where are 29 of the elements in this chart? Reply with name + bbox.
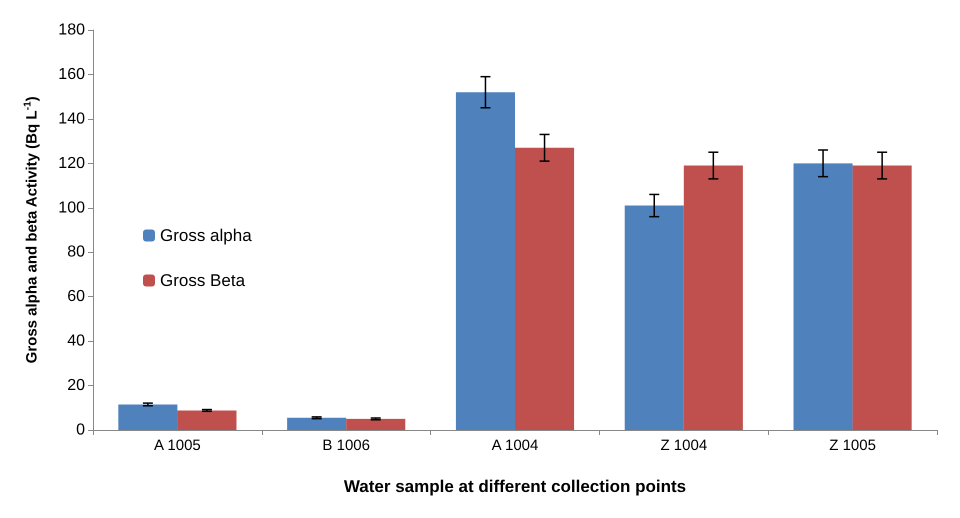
bar: [346, 418, 406, 430]
legend-label: Gross Beta: [160, 271, 246, 290]
bar: [852, 166, 912, 430]
y-tick-label: 120: [58, 154, 86, 172]
y-tick-label: 80: [67, 244, 86, 261]
y-tick-label: 20: [67, 377, 86, 394]
bar: [624, 206, 684, 430]
y-tick-label: 100: [58, 199, 86, 216]
x-tick-label: B 1006: [322, 437, 370, 454]
bar: [287, 418, 346, 430]
y-axis-title: Gross alpha and beta Activity (Bq L-1): [22, 96, 40, 364]
x-tick-label: A 1004: [492, 437, 538, 454]
y-tick-label: 40: [67, 332, 86, 350]
bar: [515, 148, 574, 430]
x-tick-label: Z 1005: [829, 437, 876, 454]
y-tick-label: 180: [58, 22, 86, 38]
x-tick-label: A 1005: [154, 437, 201, 454]
bar: [456, 92, 515, 430]
y-tick-label: 0: [76, 422, 86, 438]
x-tick-label: Z 1004: [660, 437, 708, 454]
bar: [177, 410, 236, 430]
bar: [118, 404, 178, 430]
bar: [684, 166, 743, 430]
y-tick-label: 140: [58, 110, 86, 128]
bar: [794, 163, 853, 430]
y-tick-label: 160: [58, 66, 86, 83]
x-axis-title: Water sample at different collection points: [344, 477, 686, 496]
y-tick-label: 60: [67, 288, 86, 306]
legend-label: Gross alpha: [160, 226, 252, 245]
